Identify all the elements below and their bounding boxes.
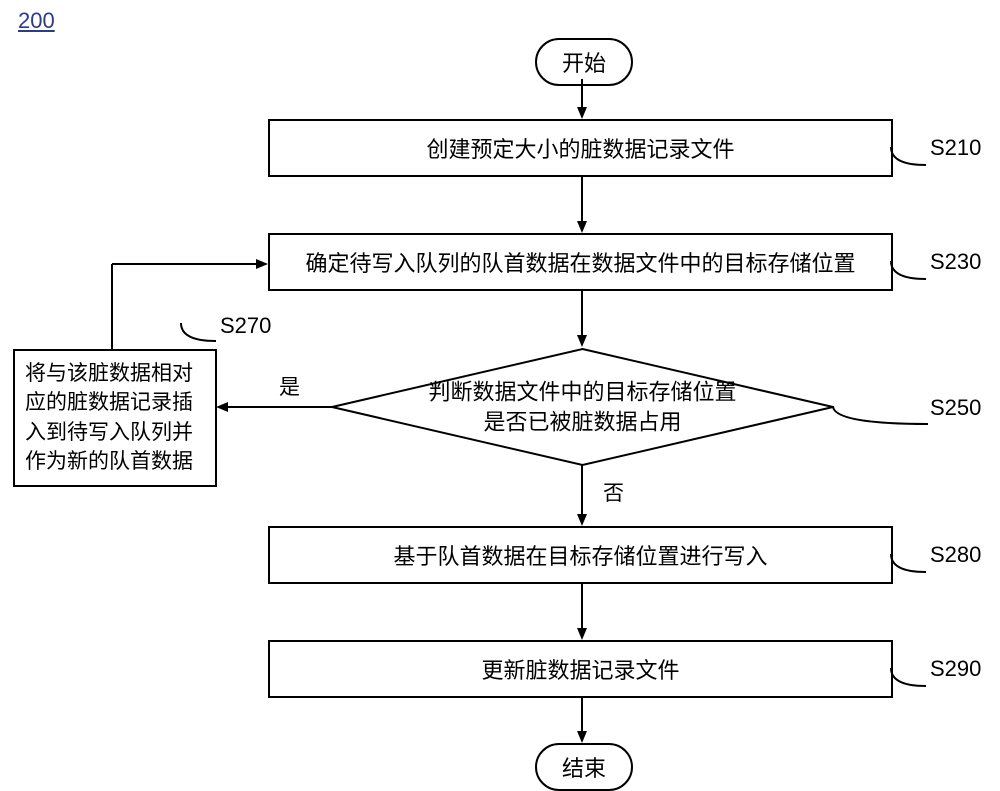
s270-label: 将与该脏数据相对应的脏数据记录插入到待写入队列并作为新的队首数据: [25, 362, 193, 473]
arrow-s250-s280: [576, 465, 588, 528]
arrow-s290-end: [576, 698, 588, 745]
step-s230-connector: [888, 259, 928, 284]
yes-label: 是: [279, 371, 300, 401]
no-label: 否: [603, 477, 624, 507]
arrow-s230-s250: [576, 291, 588, 349]
step-s210: 创建预定大小的脏数据记录文件: [268, 119, 893, 177]
s210-label: 创建预定大小的脏数据记录文件: [426, 132, 734, 164]
start-label: 开始: [562, 51, 606, 76]
s250-text: 判断数据文件中的目标存储位置 是否已被脏数据占用: [330, 377, 835, 436]
s250-line2: 是否已被脏数据占用: [330, 407, 835, 437]
step-s210-connector: [888, 145, 928, 170]
arrow-s210-s230: [576, 177, 588, 235]
s250-line1: 判断数据文件中的目标存储位置: [330, 377, 835, 407]
s280-label: 基于队首数据在目标存储位置进行写入: [393, 539, 767, 571]
end-label: 结束: [562, 756, 606, 781]
step-label-s230: S230: [930, 249, 981, 275]
step-s250-connector: [830, 404, 930, 429]
s290-label: 更新脏数据记录文件: [481, 653, 679, 685]
step-s280-connector: [888, 552, 928, 577]
step-s250: 判断数据文件中的目标存储位置 是否已被脏数据占用: [330, 347, 835, 467]
arrow-s250-s270: [214, 401, 334, 416]
arrow-s270-s230: [106, 258, 270, 352]
step-s290: 更新脏数据记录文件: [268, 640, 893, 698]
step-s280: 基于队首数据在目标存储位置进行写入: [268, 526, 893, 584]
step-label-s280: S280: [930, 542, 981, 568]
arrow-s280-s290: [576, 584, 588, 642]
end-node: 结束: [535, 743, 633, 791]
step-s270: 将与该脏数据相对应的脏数据记录插入到待写入队列并作为新的队首数据: [13, 349, 217, 487]
arrow-start-s210: [576, 79, 588, 121]
step-label-s290: S290: [930, 656, 981, 682]
s230-label: 确定待写入队列的队首数据在数据文件中的目标存储位置: [305, 246, 855, 278]
step-label-s250: S250: [930, 395, 981, 421]
diagram-title: 200: [18, 8, 55, 34]
step-s230: 确定待写入队列的队首数据在数据文件中的目标存储位置: [268, 233, 893, 291]
step-label-s210: S210: [930, 135, 981, 161]
step-s290-connector: [888, 666, 928, 691]
